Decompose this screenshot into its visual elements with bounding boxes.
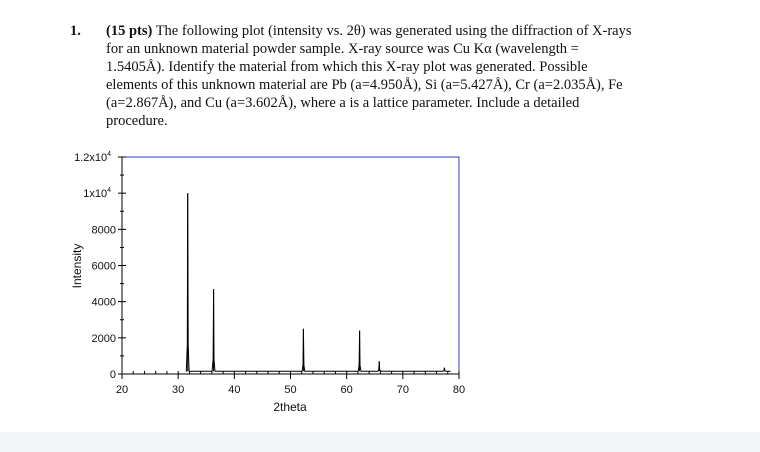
y-tick-label: 4000: [92, 297, 116, 309]
question-line-3: 1.5405Å). Identify the material from whi…: [106, 59, 588, 75]
x-tick-label: 40: [228, 384, 240, 396]
question-line-6: procedure.: [106, 113, 168, 129]
x-tick-group: 20 30 40 50 60 70 80: [116, 371, 465, 396]
page-footer-band: [0, 432, 760, 452]
x-tick-label: 20: [116, 384, 128, 396]
plot-frame: [121, 156, 460, 375]
y-axis-label: Intensity: [70, 244, 84, 289]
y-tick-label: 1.2x104: [74, 151, 111, 164]
question-line-5: (a=2.867Å), and Cu (a=3.602Å), where a i…: [106, 95, 580, 111]
x-tick-label: 60: [341, 384, 353, 396]
xrd-chart: 20 30 40 50 60 70 80 0 2000 4000 6000 8000 1x104 1.2…: [70, 151, 465, 414]
x-tick-label: 70: [397, 384, 409, 396]
question-block: 1. (15 pts) The following plot (intensit…: [70, 22, 710, 130]
question-line-2: for an unknown material powder sample. X…: [106, 41, 579, 57]
question-line-1: (15 pts) The following plot (intensity v…: [106, 23, 632, 39]
question-text: (15 pts) The following plot (intensity v…: [106, 22, 710, 130]
x-tick-label: 30: [172, 384, 184, 396]
points-label: (15 pts): [106, 23, 153, 39]
question-number: 1.: [70, 23, 81, 39]
x-axis-label: 2theta: [273, 400, 307, 414]
y-tick-label: 2000: [92, 333, 116, 345]
y-tick-group: 0 2000 4000 6000 8000 1x104 1.2x104: [74, 151, 126, 381]
y-tick-label: 1x104: [83, 187, 111, 200]
series-line: [185, 193, 451, 372]
y-tick-label: 0: [110, 369, 116, 381]
y-tick-label: 8000: [92, 224, 116, 236]
y-tick-label: 6000: [92, 261, 116, 273]
x-tick-label: 80: [453, 384, 465, 396]
x-tick-label: 50: [284, 384, 296, 396]
question-line-4: elements of this unknown material are Pb…: [106, 77, 623, 93]
